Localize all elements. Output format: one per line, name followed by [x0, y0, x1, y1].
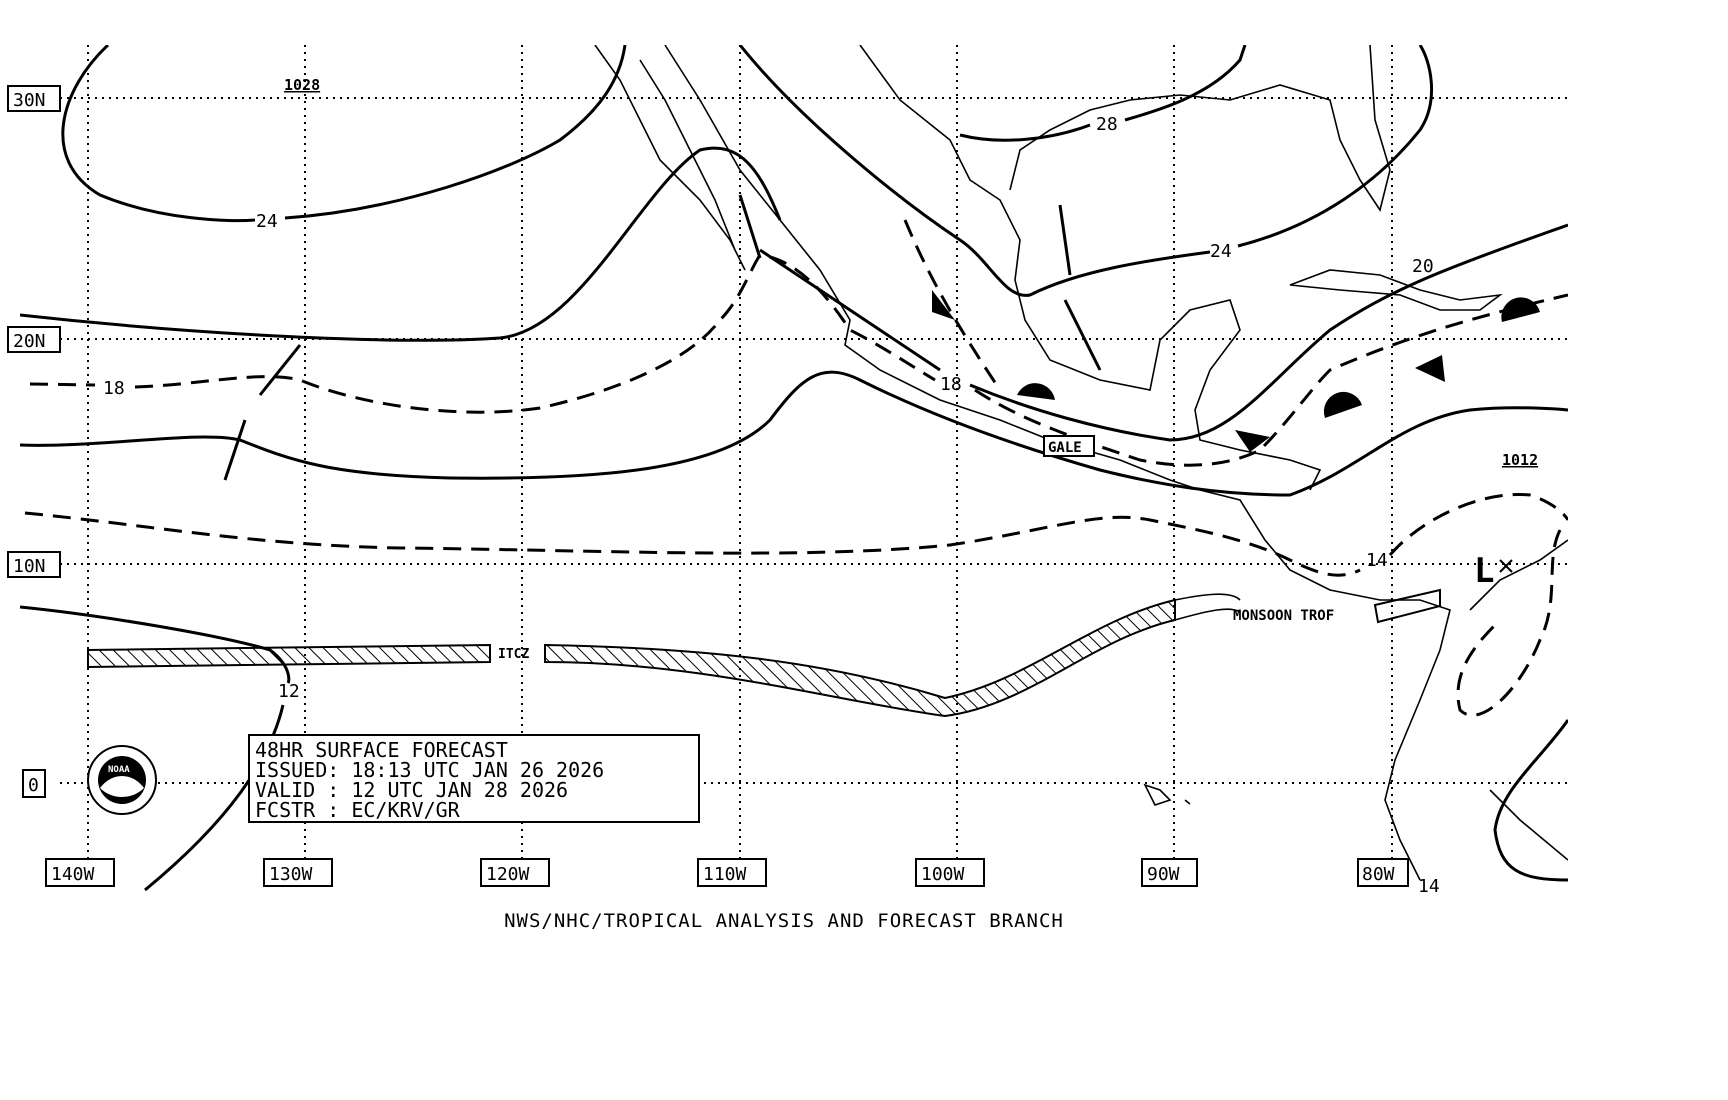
- lat-label-20n: 20N: [13, 331, 46, 352]
- dashed-isobars: [24, 219, 1568, 717]
- itcz-band: [87, 588, 1441, 718]
- front-symbols: [738, 194, 1540, 452]
- isobar-label-24-west: 24: [256, 211, 278, 232]
- lat-label-0: 0: [28, 775, 39, 796]
- valid-time: VALID : 12 UTC JAN 28 2026: [255, 778, 568, 802]
- isobar-label-20: 20: [1412, 256, 1434, 277]
- low-center-marker-icon: [1499, 559, 1513, 573]
- isobar-label-14-south: 14: [1418, 876, 1440, 897]
- footer-credit: NWS/NHC/TROPICAL ANALYSIS AND FORECAST B…: [504, 910, 1064, 932]
- isobar-label-18-west: 18: [103, 378, 125, 399]
- isobar-label-24-east: 24: [1210, 241, 1232, 262]
- high-pressure-1028: 1028: [284, 76, 320, 94]
- isobar-label-18-east: 18: [940, 374, 962, 395]
- noaa-logo-text: NOAA: [108, 765, 130, 775]
- lat-label-10n: 10N: [13, 556, 46, 577]
- lon-label-120w: 120W: [486, 864, 530, 885]
- lat-lon-grid: [60, 45, 1568, 860]
- lon-label-130w: 130W: [269, 864, 313, 885]
- issued-time: ISSUED: 18:13 UTC JAN 26 2026: [255, 758, 604, 782]
- isobar-label-14: 14: [1366, 550, 1388, 571]
- isobars: [20, 45, 1568, 892]
- coastlines: [594, 45, 1568, 881]
- lon-label-90w: 90W: [1147, 864, 1180, 885]
- forecast-title: 48HR SURFACE FORECAST: [255, 738, 508, 762]
- gale-warning-label: GALE: [1048, 440, 1082, 456]
- isobar-label-12: 12: [278, 681, 300, 702]
- isobar-label-28: 28: [1096, 114, 1118, 135]
- noaa-logo: NOAA: [87, 745, 157, 815]
- lat-label-30n: 30N: [13, 90, 46, 111]
- lon-label-80w: 80W: [1362, 864, 1395, 885]
- forecast-info-box: 48HR SURFACE FORECAST ISSUED: 18:13 UTC …: [248, 734, 700, 823]
- low-pressure-symbol: L: [1474, 551, 1494, 591]
- lon-label-140w: 140W: [51, 864, 95, 885]
- latitude-labels: 30N 20N 10N 0: [7, 85, 61, 798]
- lon-label-100w: 100W: [921, 864, 965, 885]
- itcz-label: ITCZ: [498, 647, 529, 662]
- longitude-labels: 140W 130W 120W 110W 100W 90W 80W: [45, 858, 1409, 887]
- monsoon-trough-label: MONSOON TROF: [1233, 608, 1334, 624]
- pressure-1012: 1012: [1502, 451, 1538, 469]
- lon-label-110w: 110W: [703, 864, 747, 885]
- forecasters: FCSTR : EC/KRV/GR: [255, 798, 461, 822]
